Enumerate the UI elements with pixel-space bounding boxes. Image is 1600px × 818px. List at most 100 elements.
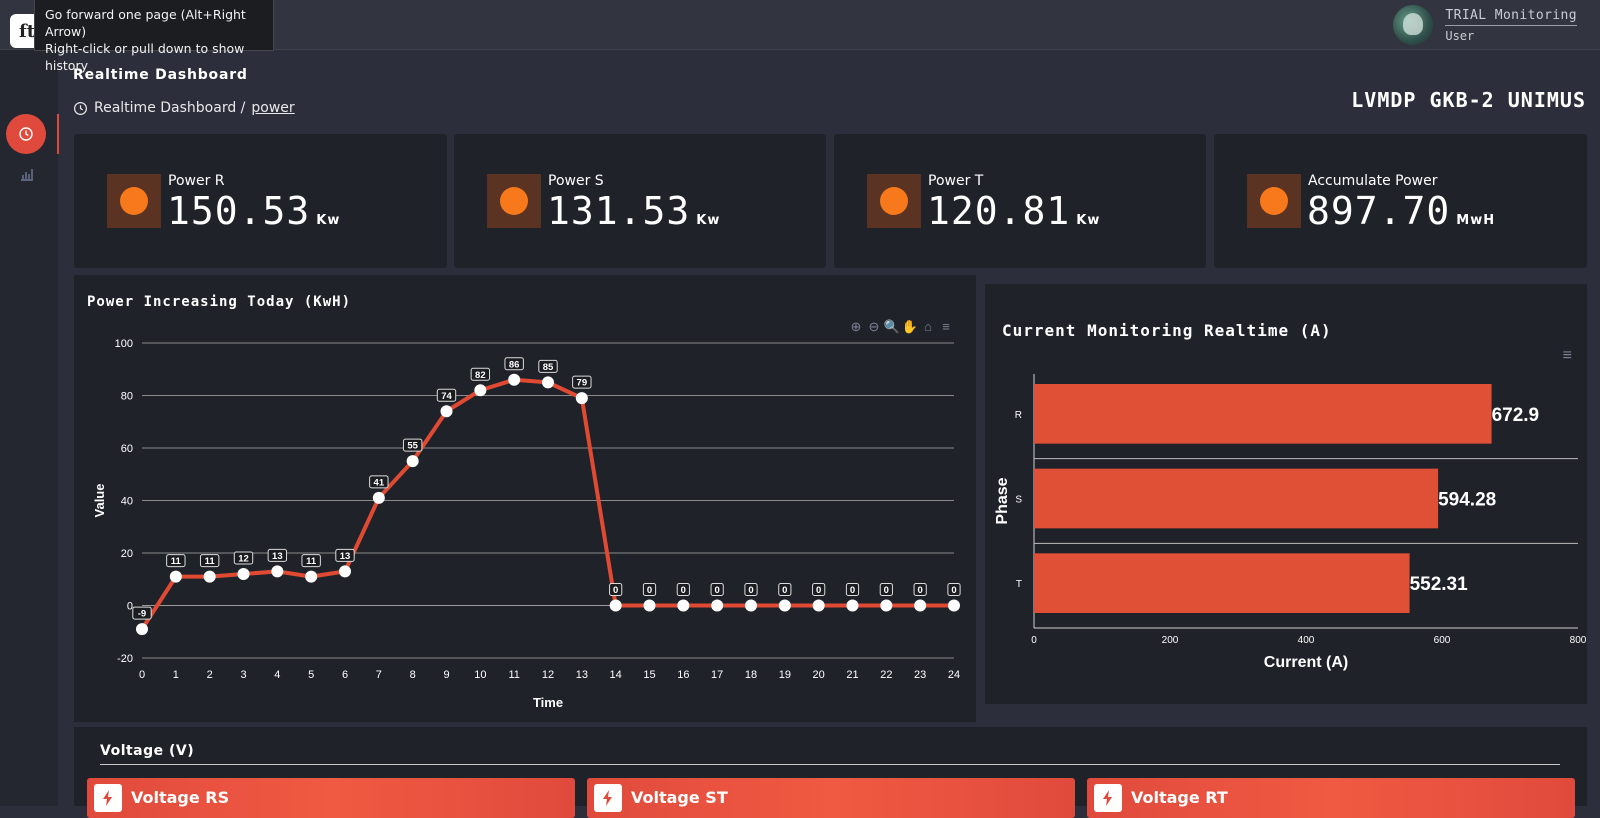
data-label: 0	[782, 585, 787, 596]
data-label: 74	[441, 391, 452, 402]
data-label-box	[642, 583, 657, 596]
data-point[interactable]	[474, 384, 487, 397]
data-point[interactable]	[305, 570, 318, 583]
data-point[interactable]	[677, 599, 690, 612]
data-label-box	[504, 357, 524, 371]
sidebar	[0, 50, 59, 806]
reset-zoom-home-icon[interactable]: ⌂	[924, 319, 932, 334]
voltage-card-rt[interactable]: Voltage RT	[1087, 778, 1575, 818]
card-label: Power R	[168, 173, 225, 189]
chart-menu-icon[interactable]: ≡	[1563, 347, 1572, 364]
data-point[interactable]	[542, 376, 554, 389]
power-indicator-icon	[867, 174, 921, 228]
data-point[interactable]	[237, 568, 250, 580]
voltage-card-rs[interactable]: Voltage RS	[87, 778, 575, 818]
x-tick-label: 4	[274, 669, 280, 681]
data-point[interactable]	[643, 599, 656, 612]
data-point[interactable]	[948, 599, 960, 612]
x-tick-label: 600	[1434, 635, 1451, 646]
data-label: 79	[577, 378, 588, 389]
x-tick-label: 200	[1162, 635, 1179, 646]
x-tick-label: 18	[745, 669, 757, 681]
data-point[interactable]	[339, 565, 351, 578]
data-label-box	[301, 554, 321, 568]
y-tick-label: 0	[127, 601, 133, 613]
voltage-card-label: Voltage RS	[131, 788, 230, 807]
data-label: 0	[613, 585, 618, 596]
data-point[interactable]	[136, 623, 148, 636]
data-point[interactable]	[778, 599, 791, 612]
breadcrumb-parent[interactable]: Realtime Dashboard /	[94, 100, 246, 116]
data-point[interactable]	[745, 599, 757, 612]
data-label: 11	[205, 556, 216, 567]
data-point[interactable]	[406, 455, 419, 468]
tooltip-line-2: Right-click or pull down to show history	[45, 41, 245, 73]
data-label: 0	[951, 585, 956, 596]
data-label-box	[132, 606, 152, 620]
data-label-box	[166, 554, 186, 568]
x-tick-label: 8	[410, 669, 416, 681]
y-axis-label: Phase	[994, 477, 1011, 524]
data-label-box	[199, 554, 220, 568]
x-tick-label: 400	[1298, 635, 1315, 646]
x-tick-label: 6	[342, 669, 348, 681]
line-chart-title: Power Increasing Today (KwH)	[87, 294, 352, 310]
pan-icon[interactable]: ✋	[902, 319, 918, 334]
x-tick-label: 15	[643, 669, 655, 681]
data-label: 0	[647, 585, 652, 596]
data-label: 594.28	[1438, 490, 1496, 511]
zoom-out-icon[interactable]: ⊖	[869, 319, 880, 334]
data-label-box	[879, 583, 893, 596]
bar-chart[interactable]: ≡ 0 200 400 600 800 Current (A) Phase R 672.9 S 594…	[985, 284, 1587, 704]
data-point[interactable]	[711, 599, 724, 612]
data-label-box	[676, 583, 690, 596]
x-tick-label: 9	[443, 669, 449, 681]
x-tick-label: 23	[914, 669, 926, 681]
clock-icon	[19, 127, 33, 141]
data-point[interactable]	[880, 599, 893, 612]
data-point[interactable]	[812, 599, 825, 612]
data-point[interactable]	[846, 599, 859, 612]
zoom-icon[interactable]: 🔍	[884, 318, 900, 334]
user-menu[interactable]: TRIAL Monitoring User	[1393, 5, 1577, 45]
card-accumulate-power: Accumulate Power 897.70 MwH	[1214, 134, 1587, 268]
data-point[interactable]	[203, 570, 216, 583]
bar[interactable]	[1034, 468, 1439, 529]
x-tick-label: 3	[240, 669, 246, 681]
y-tick-label: R	[1015, 410, 1022, 421]
bar[interactable]	[1034, 553, 1410, 613]
data-point[interactable]	[372, 491, 385, 504]
data-label: 11	[171, 556, 182, 567]
data-label: 0	[748, 585, 753, 596]
x-tick-label: 1	[173, 669, 179, 681]
lightning-icon	[94, 784, 122, 812]
x-tick-label: 7	[376, 669, 382, 681]
voltage-card-st[interactable]: Voltage ST	[587, 778, 1075, 818]
data-point[interactable]	[508, 373, 521, 386]
zoom-in-icon[interactable]: ⊕	[851, 319, 862, 334]
data-point[interactable]	[440, 405, 453, 418]
card-power-s: Power S 131.53 Kw	[454, 134, 826, 268]
y-tick-label: S	[1015, 495, 1022, 506]
data-label: 13	[340, 551, 351, 562]
bar[interactable]	[1034, 384, 1492, 444]
data-label: 41	[374, 477, 385, 488]
data-point[interactable]	[914, 599, 927, 612]
breadcrumb-current[interactable]: power	[251, 100, 295, 116]
card-value: 150.53 Kw	[167, 189, 341, 233]
data-point[interactable]	[609, 599, 622, 612]
x-tick-label: 19	[779, 669, 791, 681]
browser-tooltip: Go forward one page (Alt+Right Arrow) Ri…	[34, 0, 274, 73]
data-label-box	[845, 583, 860, 596]
chart-menu-icon[interactable]: ≡	[942, 319, 950, 334]
top-bar: ft Go forward one page (Alt+Right Arrow)…	[0, 0, 1600, 73]
breadcrumb: Realtime Dashboard / power	[73, 100, 295, 116]
data-point[interactable]	[575, 392, 588, 405]
bar-chart-icon[interactable]	[19, 166, 35, 182]
x-axis-label: Current (A)	[1264, 654, 1348, 671]
sidebar-item-realtime[interactable]	[6, 114, 46, 154]
data-point[interactable]	[169, 570, 182, 583]
data-point[interactable]	[271, 565, 284, 578]
avatar[interactable]	[1393, 5, 1434, 45]
